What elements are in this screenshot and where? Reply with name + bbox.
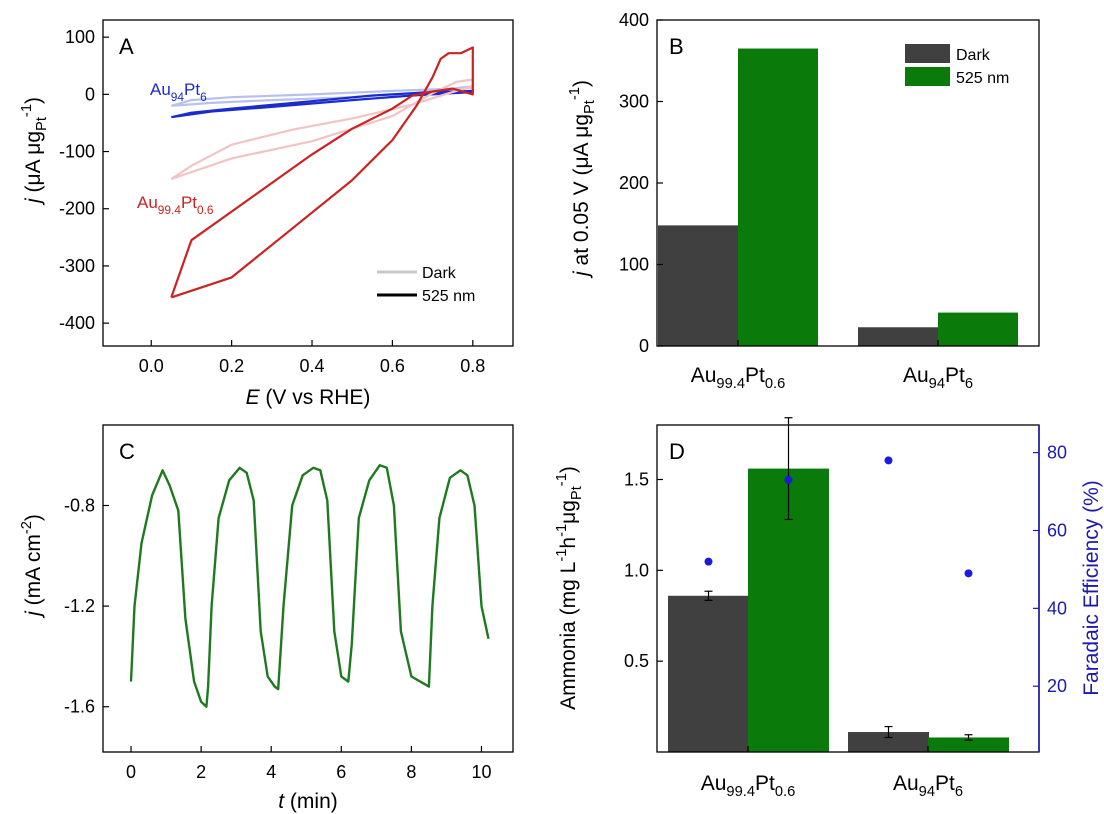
bar-525-nm-1 [938,312,1018,346]
series-line-3 [170,46,474,299]
annotation-au94pt6: Au94Pt6 [150,80,207,104]
panel-letter-a: A [119,34,134,59]
legend-label-dark: Dark [422,265,457,282]
y-tick-label-b: 100 [619,255,649,275]
category-label-d: Au99.4Pt0.6 [701,772,796,800]
panel-b: 0 100 200 300 400 Au99.4Pt0.6 Au94Pt6 j at 0.05… [567,10,1040,392]
y-tick-label-d: 1.0 [624,560,649,580]
x-tick-label-c: 6 [336,762,346,782]
y-axis-label-a: j (μA μgPt-1) [19,97,50,206]
y-tick-label-b: 0 [639,336,649,356]
panel-c: 0 2 4 6 8 10 -0.8 -1.2 -1.6 t (min) j (mA cm-2) C [19,424,514,813]
annotation-au99pt0: Au99.4Pt0.6 [137,193,214,217]
y-tick-label-a: 0 [85,84,95,104]
y-tick-label-a: -200 [59,199,95,219]
y-tick-label-a: 100 [65,27,95,47]
legend-label-dark-b: Dark [956,47,991,64]
x-tick-label-a: 0.0 [139,356,164,376]
legend-swatch-dark-b [905,44,950,63]
category-label-b: Au94Pt6 [903,364,973,392]
fe-point-1-0 [884,456,893,465]
panel-d: 0.5 1.0 1.5 20 40 60 80 Au99.4Pt0.6 Au94Pt6 Ammon… [554,417,1103,800]
legend-label-525: 525 nm [422,288,475,305]
category-label-b: Au99.4Pt0.6 [691,364,786,392]
y-tick-label-c: -1.2 [64,596,95,616]
x-tick-label-c: 4 [266,762,276,782]
panel-letter-d: D [669,439,685,464]
bar-dark-0 [658,225,738,346]
x-tick-label-a: 0.8 [460,356,485,376]
x-axis-label-c: t (min) [278,790,338,813]
y2-tick-label-d: 20 [1047,676,1067,696]
panel-letter-b: B [669,34,684,59]
y-tick-label-a: -100 [59,142,95,162]
legend-swatch-525-b [905,67,950,86]
y-axis-label-c: j (mA cm-2) [19,514,45,619]
y-tick-label-c: -1.6 [64,697,95,717]
y-tick-label-b: 400 [619,10,649,30]
y-tick-label-b: 200 [619,173,649,193]
y2-tick-label-d: 60 [1047,520,1067,540]
y-tick-label-b: 300 [619,92,649,112]
bar-dark-1 [858,327,938,346]
series-line-current [129,464,490,708]
y-tick-label-d: 0.5 [624,651,649,671]
y2-axis-label-d: Faradaic Efficiency (%) [1080,480,1103,696]
fe-point-0-1 [784,475,793,484]
y-axis-label-d: Ammonia (mg L-1h-1μgPt-1) [554,466,585,710]
x-tick-label-a: 0.2 [219,356,244,376]
x-tick-label-c: 10 [471,762,491,782]
x-axis-label-a: E (V vs RHE) [246,386,371,409]
plot-frame-a [102,19,514,347]
x-tick-label-a: 0.6 [380,356,405,376]
bar-dark-d1 [848,732,929,752]
y-tick-label-c: -0.8 [64,495,95,515]
y-tick-label-a: -400 [59,313,95,333]
bar-525-nm-d1 [928,737,1009,752]
y-tick-label-a: -300 [59,256,95,276]
x-tick-label-c: 0 [126,762,136,782]
plot-frame-c [102,424,514,753]
x-tick-label-a: 0.4 [300,356,325,376]
fe-point-0-0 [704,557,713,566]
fe-point-1-1 [964,569,973,578]
y-axis-label-b: j at 0.05 V (μA μgPt-1) [567,80,598,279]
bar-dark-d0 [668,595,749,752]
legend-label-525-b: 525 nm [956,70,1009,87]
x-tick-label-c: 2 [196,762,206,782]
x-tick-label-c: 8 [406,762,416,782]
bar-525-nm-0 [738,48,818,347]
y-tick-label-d: 1.5 [624,470,649,490]
y2-tick-label-d: 80 [1047,443,1067,463]
panel-a: 0.0 0.2 0.4 0.6 0.8 100 0 -100 -200 -300 -400 E (V … [19,19,514,409]
category-label-d: Au94Pt6 [893,772,963,800]
y2-tick-label-d: 40 [1047,598,1067,618]
panel-letter-c: C [119,439,135,464]
